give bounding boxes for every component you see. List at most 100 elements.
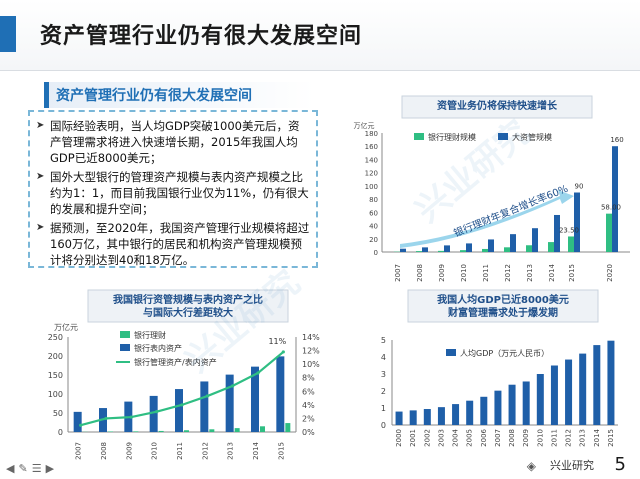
chart2-y2-tick: 10%	[302, 360, 320, 369]
brand-name: 兴业研究	[550, 459, 594, 472]
chart1-y-tick: 20	[369, 236, 378, 244]
chart1-bar-大资管规模	[532, 228, 538, 252]
bullet-text: 国际经验表明，当人均GDP突破1000美元后，资产管理需求将进入快速增长期，20…	[50, 119, 300, 165]
chart2-bar-银行表内资产	[200, 381, 209, 432]
chart2-x-tick: 2009	[125, 442, 133, 460]
section-title-box: 资产管理行业仍有很大发展空间	[44, 82, 314, 108]
chart2-ratio-point	[155, 410, 159, 414]
chart1-x-tick: 2010	[460, 264, 468, 282]
chart3-bar	[452, 404, 460, 425]
chart2-y-unit: 万亿元	[54, 322, 78, 332]
chart3-x-tick: 2012	[565, 429, 573, 447]
slide-number: 5	[614, 454, 626, 475]
chart2-ratio-point	[104, 416, 108, 421]
chart2-y2-tick: 14%	[302, 333, 320, 342]
chart1-y-tick: 140	[365, 156, 378, 164]
bullet-list: ➤ 国际经验表明，当人均GDP突破1000美元后，资产管理需求将进入快速增长期，2…	[28, 110, 318, 268]
chart1-bar-大资管规模	[612, 146, 618, 252]
prev-slide-icon[interactable]: ◀	[6, 462, 15, 475]
chart2-x-tick: 2014	[252, 441, 260, 459]
chart3-x-tick: 2008	[508, 429, 516, 447]
bullet-text: 据预测，至2020年，我国资产管理行业规模将超过160万亿，其中银行的居民和机构…	[50, 221, 310, 267]
chart2-x-tick: 2013	[227, 442, 235, 460]
chart1-bar-大资管规模	[444, 245, 450, 252]
chart1-bar-大资管规模	[510, 234, 516, 252]
chart2-y-tick: 0	[58, 428, 63, 437]
chart1-x-tick: 2011	[482, 264, 490, 282]
chart2-bar-银行表内资产	[251, 366, 259, 432]
chart3-x-tick: 2010	[536, 429, 544, 447]
chart2-x-tick: 2008	[100, 442, 108, 460]
chart3-title-line: 财富管理需求处于爆发期	[447, 306, 558, 319]
chart3-y-tick: 5	[381, 336, 386, 345]
chart2-y-tick: 250	[48, 333, 63, 342]
chart3-bar	[607, 340, 615, 425]
chart1-x-tick: 2014	[548, 263, 556, 281]
slide-nav-controls[interactable]: ◀ ✎ ☰ ▶	[6, 462, 58, 475]
page-title: 资产管理行业仍有很大发展空间	[40, 24, 363, 49]
chart1-bar-银行理财规模	[460, 250, 466, 252]
section-accent-bar	[44, 82, 49, 108]
header-accent-bar	[0, 16, 16, 52]
chart1-bar-大资管规模	[400, 248, 406, 252]
legend-swatch	[446, 349, 456, 356]
chart3-x-tick: 2013	[579, 429, 587, 447]
chart1-y-tick: 40	[369, 223, 378, 231]
chart2-y-tick: 50	[53, 409, 63, 418]
bullet-arrow-icon: ➤	[36, 120, 45, 131]
chart1-y-tick: 160	[365, 143, 378, 151]
chart2-x-tick: 2011	[176, 442, 184, 460]
chart1-y-tick: 180	[365, 130, 378, 138]
chart3-bar	[522, 381, 530, 425]
menu-icon[interactable]: ☰	[31, 462, 42, 475]
chart2-y-tick: 150	[48, 371, 63, 380]
chart1-x-tick: 2008	[416, 264, 424, 282]
chart3-x-tick: 2002	[423, 429, 431, 447]
chart2-x-tick: 2015	[277, 442, 285, 460]
chart2-bar-银行理财	[158, 430, 164, 432]
chart1-bar-大资管规模	[422, 247, 428, 252]
chart1-bar-银行理财规模	[438, 250, 444, 252]
chart3-bar	[536, 374, 544, 425]
chart3-bar	[593, 345, 601, 425]
chart1-bar-银行理财规模	[416, 251, 422, 252]
section-title: 资产管理行业仍有很大发展空间	[56, 88, 252, 104]
chart1-data-label: 160	[610, 136, 623, 144]
chart2-ratio-point	[231, 384, 235, 388]
chart2-ratio-point	[180, 403, 184, 407]
legend-label: 银行理财规模	[428, 132, 476, 142]
chart2-y2-tick: 6%	[302, 387, 315, 396]
chart2-x-tick: 2010	[151, 442, 159, 460]
chart3-bar	[508, 384, 516, 425]
chart3-y-tick: 3	[381, 370, 386, 379]
legend-label: 银行管理资产/表内资产	[134, 357, 217, 367]
chart1-x-tick: 2007	[394, 264, 402, 282]
chart1-bar-大资管规模	[466, 243, 472, 252]
chart2-x-tick: 2012	[201, 442, 209, 460]
chart2-bar-银行理财	[209, 429, 215, 432]
legend-swatch	[414, 133, 424, 140]
chart3-x-tick: 2015	[607, 429, 615, 447]
chart2-bar-银行表内资产	[73, 411, 82, 432]
chart1-bar-银行理财规模	[606, 213, 612, 252]
chart2-title-box	[87, 289, 289, 323]
chart2-title-line: 我国银行资管规模与表内资产之比	[113, 293, 263, 306]
chart2-y-tick: 100	[48, 390, 63, 399]
pen-icon[interactable]: ✎	[18, 462, 28, 475]
chart3-x-tick: 2006	[480, 428, 488, 446]
chart3-title-line: 我国人均GDP已近8000美元	[437, 293, 569, 306]
chart1-bar-银行理财规模	[526, 245, 532, 252]
legend-swatch	[120, 331, 130, 338]
chart3-y-tick: 0	[381, 421, 386, 430]
chart2-bar-银行表内资产	[225, 374, 234, 432]
chart1-bar-银行理财规模	[504, 247, 510, 252]
chart3-title-box	[407, 289, 599, 323]
chart3-x-tick: 2014	[593, 428, 601, 446]
chart3-bar	[480, 396, 488, 425]
next-slide-icon[interactable]: ▶	[45, 462, 55, 475]
chart3-bar	[423, 409, 431, 425]
chart1-bar-银行理财规模	[568, 236, 574, 252]
legend-swatch	[498, 133, 508, 140]
chart3-x-tick: 2003	[437, 429, 445, 447]
chart3-x-tick: 2011	[550, 429, 558, 447]
